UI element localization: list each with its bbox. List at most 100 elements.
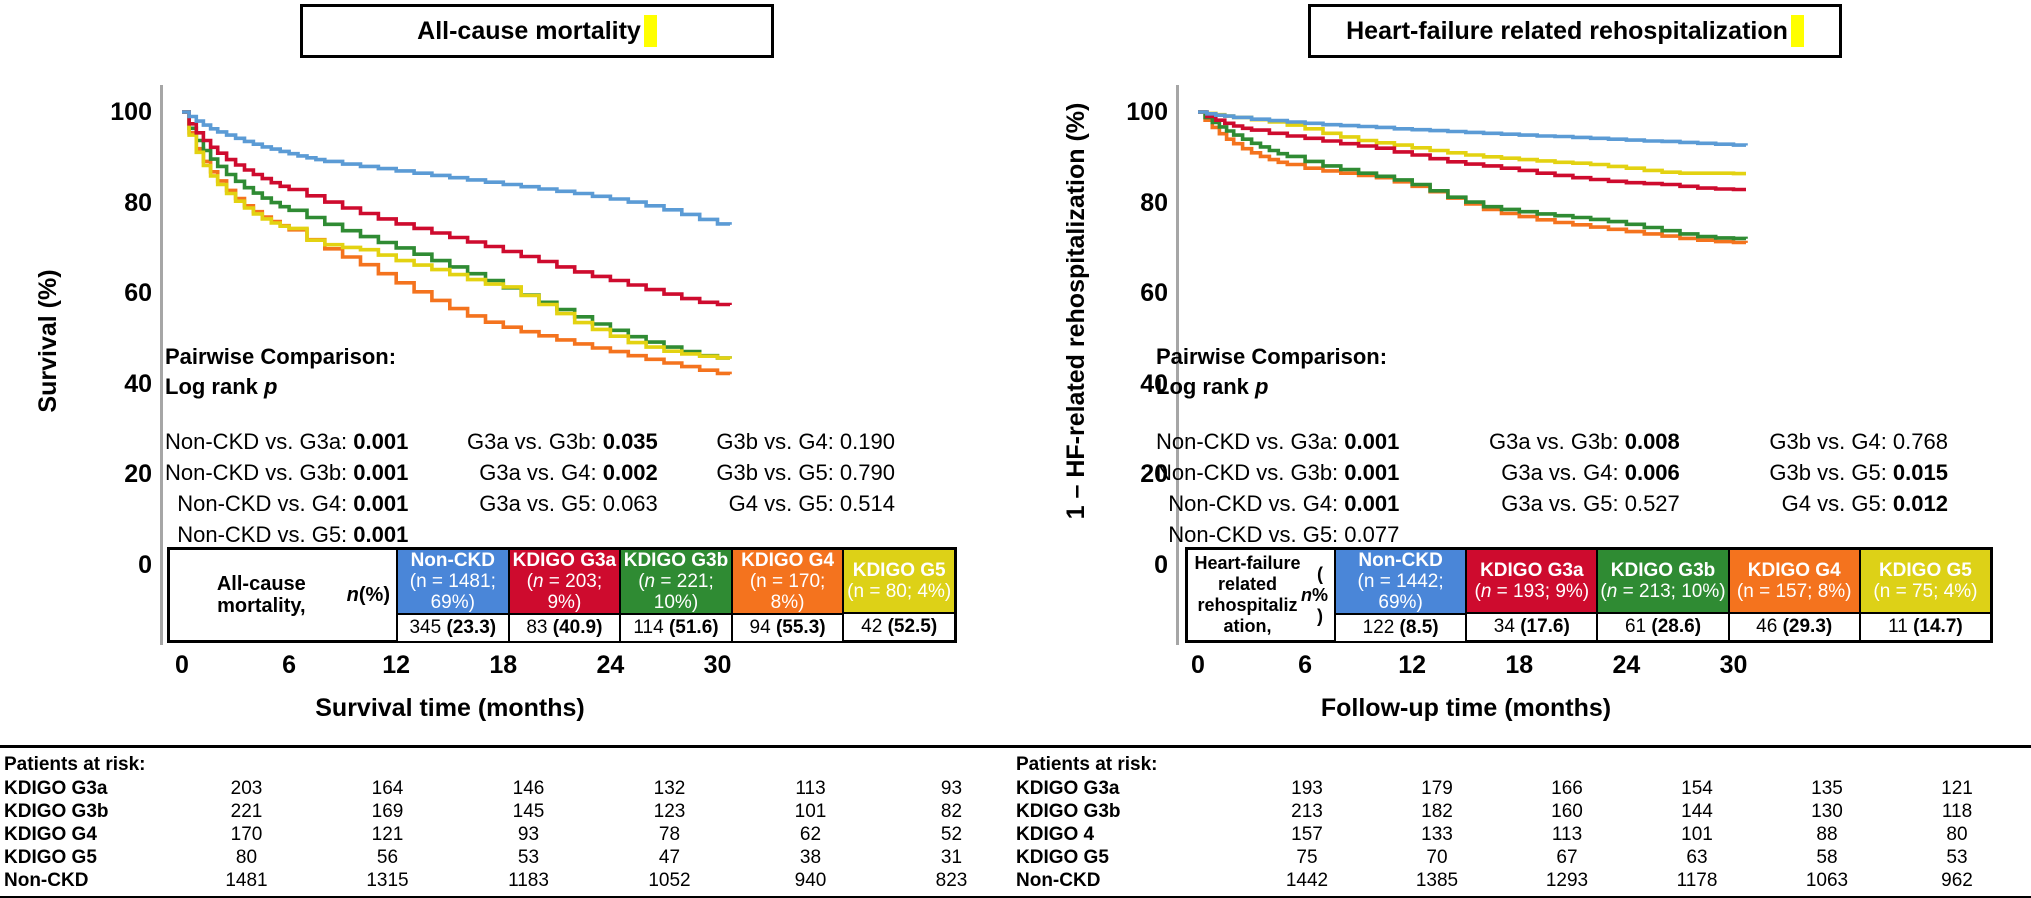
risk-count: 1442: [1285, 869, 1329, 891]
km-curve-kdigo-g4: [182, 110, 732, 376]
legend-group-name: Non-CKD: [1358, 550, 1443, 571]
risk-count: 70: [1426, 846, 1448, 868]
legend-group-name: KDIGO G5: [852, 560, 946, 581]
risk-count: 1183: [508, 869, 549, 891]
legend-row-label: Heart-failure related rehospitalization,…: [1194, 553, 1329, 636]
log-rank-label: Log rank: [165, 374, 258, 399]
risk-count: 123: [653, 800, 686, 822]
x-tick-label: 30: [1719, 651, 1748, 679]
pairwise-comparison: Non-CKD vs. G5: 0.077: [1156, 519, 1399, 550]
risk-count: 1385: [1415, 869, 1459, 891]
km-curve-kdigo-g3a: [182, 110, 732, 307]
pairwise-label: G3a vs. G4:: [1501, 460, 1625, 485]
risk-count: 58: [1816, 846, 1838, 868]
legend-group-count: 61 (28.6): [1598, 612, 1728, 640]
pairwise-comparison: Non-CKD vs. G4: 0.001: [165, 488, 408, 519]
risk-count: 80: [1946, 823, 1968, 845]
pairwise-label: Non-CKD vs. G3b:: [1156, 460, 1345, 485]
risk-count: 80: [235, 846, 258, 868]
legend-group-count: 46 (29.3): [1729, 612, 1859, 640]
risk-row-label: KDIGO G3a: [4, 777, 108, 799]
risk-count: 940: [794, 869, 827, 891]
risk-count: 31: [940, 846, 963, 868]
x-tick-label: 0: [1191, 651, 1205, 679]
y-tick-label: 100: [1126, 98, 1168, 126]
legend-group-kdigo-g5: KDIGO G5 (n = 75; 4%) 11 (14.7): [1858, 550, 1991, 640]
risk-count: 93: [517, 823, 540, 845]
legend-group-kdigo-g5: KDIGO G5 (n = 80; 4%) 42 (52.5): [842, 550, 954, 640]
legend-table: Heart-failure related rehospitalization,…: [1185, 547, 1993, 643]
legend-group-kdigo-g4: KDIGO G4 (n = 170; 8%) 94 (55.3): [730, 550, 843, 641]
risk-count: 52: [940, 823, 963, 845]
legend-group-non-ckd: Non-CKD (n = 1442; 69%) 122 (8.5): [1334, 550, 1466, 641]
risk-count: 1293: [1545, 869, 1589, 891]
risk-count: 78: [658, 823, 681, 845]
risk-count: 101: [1681, 823, 1713, 845]
pairwise-label: G3b vs. G5:: [716, 460, 840, 485]
risk-row: KDIGO G3b 213 182 160 144 130 118: [1016, 800, 2022, 823]
legend-group-count: 94 (55.3): [732, 613, 843, 641]
pairwise-comparison: Non-CKD vs. G3b: 0.001: [165, 457, 408, 488]
text-highlight-cursor: [1790, 15, 1804, 47]
pairwise-comparison: G3a vs. G3b: 0.035: [467, 426, 658, 457]
x-axis-title: Follow-up time (months): [1320, 694, 1612, 722]
pairwise-comparison-block: Pairwise Comparison: Log rank p Non-CKD …: [165, 342, 895, 550]
pairwise-p-value: 0.527: [1624, 491, 1680, 516]
legend-group-header: KDIGO G4 (n = 157; 8%): [1729, 550, 1859, 612]
risk-table-left: Patients at risk: KDIGO G3a 203 164 146 132 1…: [4, 753, 1022, 892]
pairwise-column-2: G3a vs. G3b: 0.008 G3a vs. G4: 0.006 G3a v…: [1489, 426, 1680, 550]
legend-group-count: 34 (17.6): [1467, 612, 1597, 640]
panel-title-text: Heart-failure related rehospitalization: [1346, 16, 1788, 45]
risk-count: 93: [940, 777, 963, 799]
legend-group-header: KDIGO G3b (n = 221; 10%): [621, 550, 731, 613]
risk-count: 121: [371, 823, 404, 845]
km-curve-kdigo-g5: [182, 110, 732, 360]
pairwise-label: G4 vs. G5:: [1781, 491, 1893, 516]
legend-group-count: 345 (23.3): [398, 613, 508, 641]
x-tick-label: 6: [1298, 651, 1313, 679]
legend-group-header: Non-CKD (n = 1481; 69%): [398, 550, 508, 613]
x-axis-title: Survival time (months): [315, 694, 585, 722]
x-tick-label: 24: [596, 651, 625, 679]
pairwise-comparison: G4 vs. G5: 0.012: [1769, 488, 1948, 519]
pairwise-heading: Pairwise Comparison: Log rank p: [1156, 342, 1948, 402]
risk-row: KDIGO G3a 193 179 166 154 135 121: [1016, 777, 2022, 800]
legend-group-header: Non-CKD (n = 1442; 69%): [1336, 550, 1466, 613]
x-tick-label: 12: [1398, 651, 1427, 679]
pairwise-columns: Non-CKD vs. G3a: 0.001 Non-CKD vs. G3b: 0…: [1156, 426, 1948, 550]
legend-group-count: 83 (40.9): [509, 613, 620, 641]
risk-count: 1315: [366, 869, 409, 891]
legend-group-n: (n = 1481; 69%): [409, 571, 496, 613]
pairwise-comparison: G4 vs. G5: 0.514: [716, 488, 895, 519]
risk-row: KDIGO G4 170 121 93 78 62 52: [4, 823, 1022, 846]
risk-row: Non-CKD 1442 1385 1293 1178 1063 962: [1016, 869, 2022, 892]
risk-table-heading: Patients at risk:: [1016, 754, 1158, 775]
x-tick-label: 30: [703, 651, 732, 679]
risk-row-label: KDIGO G4: [4, 823, 97, 845]
pairwise-heading-line1: Pairwise Comparison:: [1156, 344, 1388, 369]
panel-all-cause-mortality: Survival (%) 100 80 60 40 20 0 0 6 12 18 24 30 Sur…: [0, 0, 1016, 745]
pairwise-p-value: 0.001: [353, 460, 409, 485]
risk-count: 130: [1811, 800, 1843, 822]
risk-count: 56: [376, 846, 399, 868]
pairwise-comparison: G3a vs. G4: 0.002: [467, 457, 658, 488]
risk-row-label: KDIGO G5: [1016, 846, 1109, 868]
x-tick-label: 12: [382, 651, 411, 679]
pairwise-label: G3a vs. G3b:: [1488, 429, 1625, 454]
legend-group-n: (n = 213; 10%): [1600, 581, 1726, 602]
km-curve-non-ckd: [182, 110, 732, 226]
pairwise-p-value: 0.002: [602, 460, 658, 485]
pairwise-label: Non-CKD vs. G4:: [177, 491, 354, 516]
risk-count: 88: [1816, 823, 1838, 845]
risk-count: 203: [230, 777, 263, 799]
p-italic: p: [264, 374, 278, 399]
risk-rows: KDIGO G3a 193 179 166 154 135 121 KDIGO G3b 213 1…: [1016, 777, 2022, 892]
risk-count: 133: [1421, 823, 1453, 845]
pairwise-p-value: 0.001: [1344, 429, 1400, 454]
risk-table-heading: Patients at risk:: [4, 754, 146, 775]
pairwise-label: G3b vs. G4:: [716, 429, 840, 454]
y-tick-label: 60: [124, 279, 152, 308]
risk-row-label: KDIGO G3b: [1016, 800, 1121, 822]
legend-group-n: (n = 157; 8%): [1736, 581, 1852, 602]
risk-count: 213: [1291, 800, 1323, 822]
